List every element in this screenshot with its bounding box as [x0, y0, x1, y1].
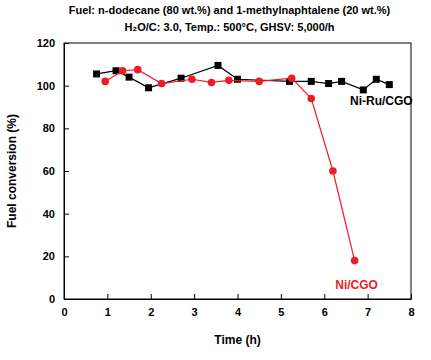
- y-tick-label: 0: [49, 293, 55, 305]
- marker: [214, 62, 221, 69]
- x-tick-label: 6: [322, 306, 328, 318]
- x-tick: 2: [148, 294, 154, 318]
- x-tick: 7: [365, 294, 371, 318]
- y-tick-mark: [64, 299, 69, 300]
- marker: [373, 76, 380, 83]
- marker: [338, 78, 345, 85]
- marker: [208, 79, 216, 87]
- x-tick-label: 3: [192, 306, 198, 318]
- x-tick-label: 2: [148, 306, 154, 318]
- x-tick: 3: [192, 294, 198, 318]
- y-tick-mark: [64, 128, 69, 129]
- y-tick-label: 100: [37, 80, 55, 92]
- x-tick-mark: [368, 294, 369, 299]
- x-tick-label: 5: [278, 306, 284, 318]
- marker: [329, 167, 337, 175]
- y-tick-label: 40: [43, 208, 55, 220]
- plot-area: [93, 62, 393, 265]
- y-tick-label: 120: [37, 37, 55, 49]
- x-tick-mark: [238, 294, 239, 299]
- y-axis-title: Fuel conversion (%): [5, 114, 19, 228]
- y-tick-label: 20: [43, 250, 55, 262]
- x-tick-mark: [194, 294, 195, 299]
- marker: [134, 66, 142, 74]
- marker: [126, 74, 133, 81]
- x-tick-mark: [151, 294, 152, 299]
- y-tick: 100: [37, 80, 69, 92]
- series-line: [97, 65, 390, 90]
- series-label: Ni-Ru/CGO: [350, 94, 413, 108]
- marker: [234, 76, 241, 83]
- marker: [158, 80, 166, 88]
- marker: [255, 78, 263, 86]
- x-axis-line: [65, 299, 412, 300]
- x-tick: 5: [278, 294, 284, 318]
- x-tick-label: 0: [61, 306, 67, 318]
- y-tick: 80: [43, 122, 69, 134]
- marker: [288, 74, 296, 82]
- title: Fuel: n-dodecane (80 wt.%) and 1-methyln…: [69, 4, 391, 16]
- y-tick-mark: [64, 256, 69, 257]
- marker: [351, 257, 359, 265]
- x-tick: 8: [408, 294, 414, 318]
- x-tick-mark: [411, 294, 412, 299]
- x-tick-mark: [107, 294, 108, 299]
- marker: [225, 77, 233, 85]
- chart: Fuel: n-dodecane (80 wt.%) and 1-methyln…: [0, 0, 431, 360]
- x-tick-mark: [324, 294, 325, 299]
- plot-frame: [64, 43, 411, 299]
- marker: [145, 84, 152, 91]
- marker: [386, 81, 393, 88]
- y-tick: 20: [43, 250, 69, 262]
- marker: [307, 95, 315, 103]
- y-tick: 0: [49, 293, 69, 305]
- marker: [119, 67, 127, 75]
- y-tick: 40: [43, 208, 69, 220]
- marker: [308, 78, 315, 85]
- x-tick-label: 1: [105, 306, 111, 318]
- x-tick: 1: [105, 294, 111, 318]
- y-tick-mark: [64, 43, 69, 44]
- y-tick-mark: [64, 86, 69, 87]
- marker: [188, 75, 196, 83]
- y-tick: 120: [37, 37, 69, 49]
- y-tick-label: 60: [43, 165, 55, 177]
- y-tick-mark: [64, 214, 69, 215]
- x-tick: 4: [235, 294, 242, 318]
- x-tick-mark: [281, 294, 282, 299]
- x-axis-title: Time (h): [214, 333, 260, 347]
- x-axis: 0 1 2 3 4 5 6 7 8: [61, 294, 414, 318]
- marker: [93, 70, 100, 77]
- subtitle: H₂O/C: 3.0, Temp.: 500°C, GHSV: 5,000/h: [124, 21, 334, 33]
- series-label: Ni/CGO: [335, 278, 378, 292]
- y-tick-label: 80: [43, 122, 55, 134]
- marker: [101, 78, 109, 86]
- y-tick-mark: [64, 171, 69, 172]
- x-tick-label: 8: [408, 306, 414, 318]
- marker: [325, 80, 332, 87]
- x-tick-label: 7: [365, 306, 371, 318]
- x-tick: 6: [322, 294, 328, 318]
- y-tick: 60: [43, 165, 69, 177]
- y-axis: 0 20 40 60 80 100 120: [37, 37, 69, 305]
- series-line: [105, 70, 354, 261]
- x-tick-label: 4: [235, 306, 242, 318]
- marker: [360, 86, 367, 93]
